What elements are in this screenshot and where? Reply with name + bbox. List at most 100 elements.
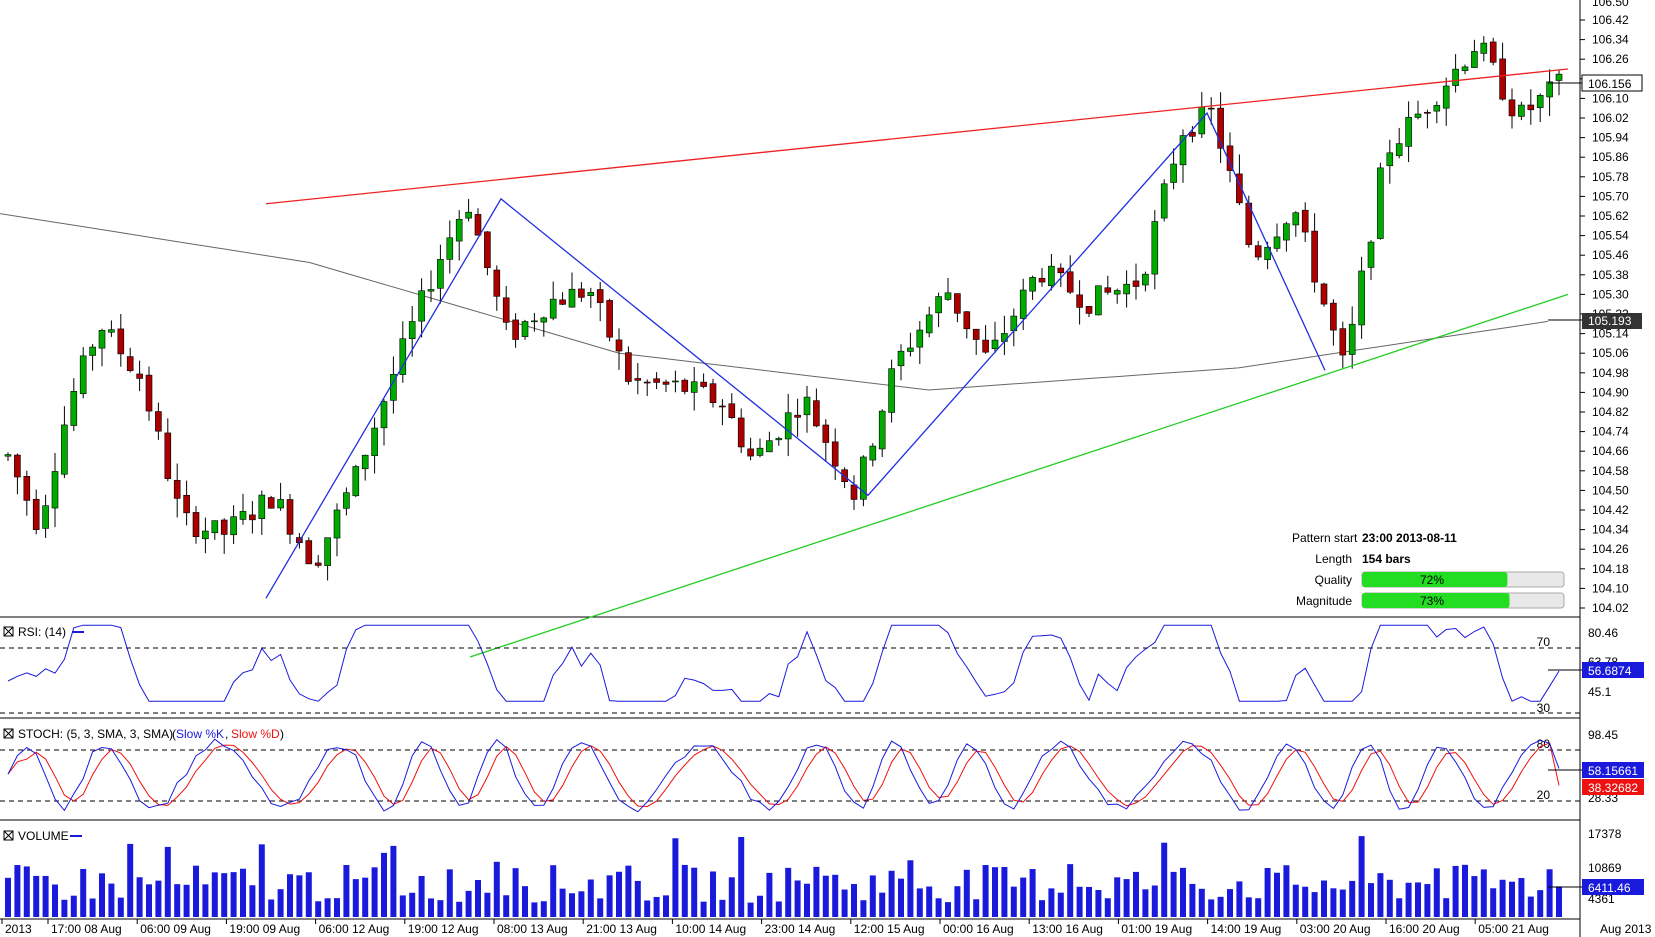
time-tick-label: 10:00 14 Aug xyxy=(675,922,746,936)
bull-candle xyxy=(1273,236,1281,249)
volume-bar xyxy=(334,898,340,917)
bull-candle xyxy=(89,346,96,356)
volume-bar xyxy=(211,872,218,917)
volume-bar xyxy=(794,880,801,917)
volume-tick-17378: 17378 xyxy=(1588,827,1622,841)
volume-close-box-icon[interactable] xyxy=(3,830,14,841)
stoch-k-line xyxy=(7,738,1560,813)
bear-candle xyxy=(286,499,294,535)
bear-candle xyxy=(1508,99,1516,117)
bull-candle xyxy=(587,292,595,296)
bull-candle xyxy=(888,368,895,413)
volume-bar xyxy=(127,843,134,917)
volume-bar xyxy=(446,869,453,917)
bull-candle xyxy=(775,438,783,441)
volume-bar xyxy=(1076,886,1083,917)
bear-candle xyxy=(1217,107,1224,149)
bull-candle xyxy=(944,292,952,300)
current-price-label: 106.156 xyxy=(1588,77,1632,91)
upper-trend-line xyxy=(265,68,1569,205)
volume-bar xyxy=(1349,880,1356,917)
ma-price-box xyxy=(1582,313,1642,329)
bear-candle xyxy=(634,378,642,381)
volume-bar xyxy=(1227,889,1233,917)
volume-bar xyxy=(1415,882,1421,917)
volume-bar xyxy=(1217,896,1224,917)
bull-candle xyxy=(1151,221,1159,275)
volume-bar xyxy=(1057,892,1064,917)
bull-candle xyxy=(568,288,576,308)
volume-bar xyxy=(1123,879,1130,917)
stoch-tick-98: 98.45 xyxy=(1588,728,1618,742)
stoch-close-x xyxy=(3,728,14,739)
bull-candle xyxy=(878,410,886,450)
bear-candle xyxy=(493,269,501,297)
bear-candle xyxy=(32,498,40,530)
volume-bar xyxy=(503,895,510,917)
time-tick-label: 19:00 09 Aug xyxy=(229,922,300,936)
volume-tick-10869: 10869 xyxy=(1588,861,1622,875)
bear-candle xyxy=(653,378,660,383)
volume-bar xyxy=(1029,869,1036,917)
volume-bar xyxy=(597,898,604,917)
volume-bar xyxy=(625,865,632,917)
bull-candle xyxy=(1358,270,1365,326)
bull-candle xyxy=(549,298,557,319)
bull-candle xyxy=(1518,104,1525,117)
rsi-close-box-icon[interactable] xyxy=(3,626,14,637)
bear-candle xyxy=(1311,230,1318,283)
stoch-k-box xyxy=(1582,762,1644,778)
bear-candle xyxy=(982,339,989,353)
volume-close-x xyxy=(3,830,14,841)
bull-candle xyxy=(361,454,369,470)
volume-bar xyxy=(1067,864,1074,917)
volume-bar xyxy=(606,875,613,917)
volume-bar xyxy=(23,866,30,917)
bull-candle xyxy=(1029,277,1036,292)
bull-candle xyxy=(1452,68,1459,86)
bear-candle xyxy=(1320,283,1328,305)
volume-bar xyxy=(569,893,575,917)
bear-candle xyxy=(502,297,510,323)
bull-candle xyxy=(1414,113,1422,118)
volume-bar xyxy=(728,877,735,917)
bull-candle xyxy=(1461,66,1469,71)
stoch-title: STOCH: (5, 3, SMA, 3, SMA) xyxy=(18,727,173,741)
volume-bar xyxy=(1509,881,1515,917)
price-tick-label: 104.50 xyxy=(1592,483,1629,497)
volume-bar xyxy=(578,891,585,917)
bear-candle xyxy=(117,328,125,355)
volume-bar xyxy=(475,880,481,917)
stoch-close-box-icon[interactable] xyxy=(3,728,14,739)
stoch-d-label: Slow %D xyxy=(231,727,280,741)
bear-candle xyxy=(1038,277,1046,283)
volume-bar xyxy=(484,892,491,917)
volume-bar xyxy=(907,860,914,917)
bull-candle xyxy=(1348,323,1356,355)
bull-candle xyxy=(1019,289,1027,319)
volume-bar xyxy=(1292,884,1299,917)
bull-candle xyxy=(1395,143,1403,157)
bear-candle xyxy=(267,497,275,509)
bull-candle xyxy=(333,509,341,539)
bull-candle xyxy=(1433,105,1441,112)
volume-bar xyxy=(1452,865,1459,917)
bull-candle xyxy=(531,320,538,323)
volume-bar xyxy=(1527,896,1534,917)
bear-candle xyxy=(662,381,670,385)
volume-bar xyxy=(1236,881,1243,917)
stoch-d-box xyxy=(1582,779,1644,795)
bear-candle xyxy=(1057,267,1065,274)
volume-bar xyxy=(587,879,594,917)
stoch-d-value: 38.32682 xyxy=(1588,781,1638,795)
volume-bar xyxy=(465,890,472,917)
volume-bar xyxy=(493,861,500,917)
bear-candle xyxy=(136,373,143,379)
volume-bar xyxy=(822,875,829,917)
volume-bar xyxy=(5,877,11,917)
volume-bar xyxy=(89,898,96,917)
volume-bar xyxy=(832,874,839,917)
volume-bar xyxy=(888,870,895,917)
volume-bar xyxy=(935,898,942,917)
lower-trend-line xyxy=(469,293,1569,658)
